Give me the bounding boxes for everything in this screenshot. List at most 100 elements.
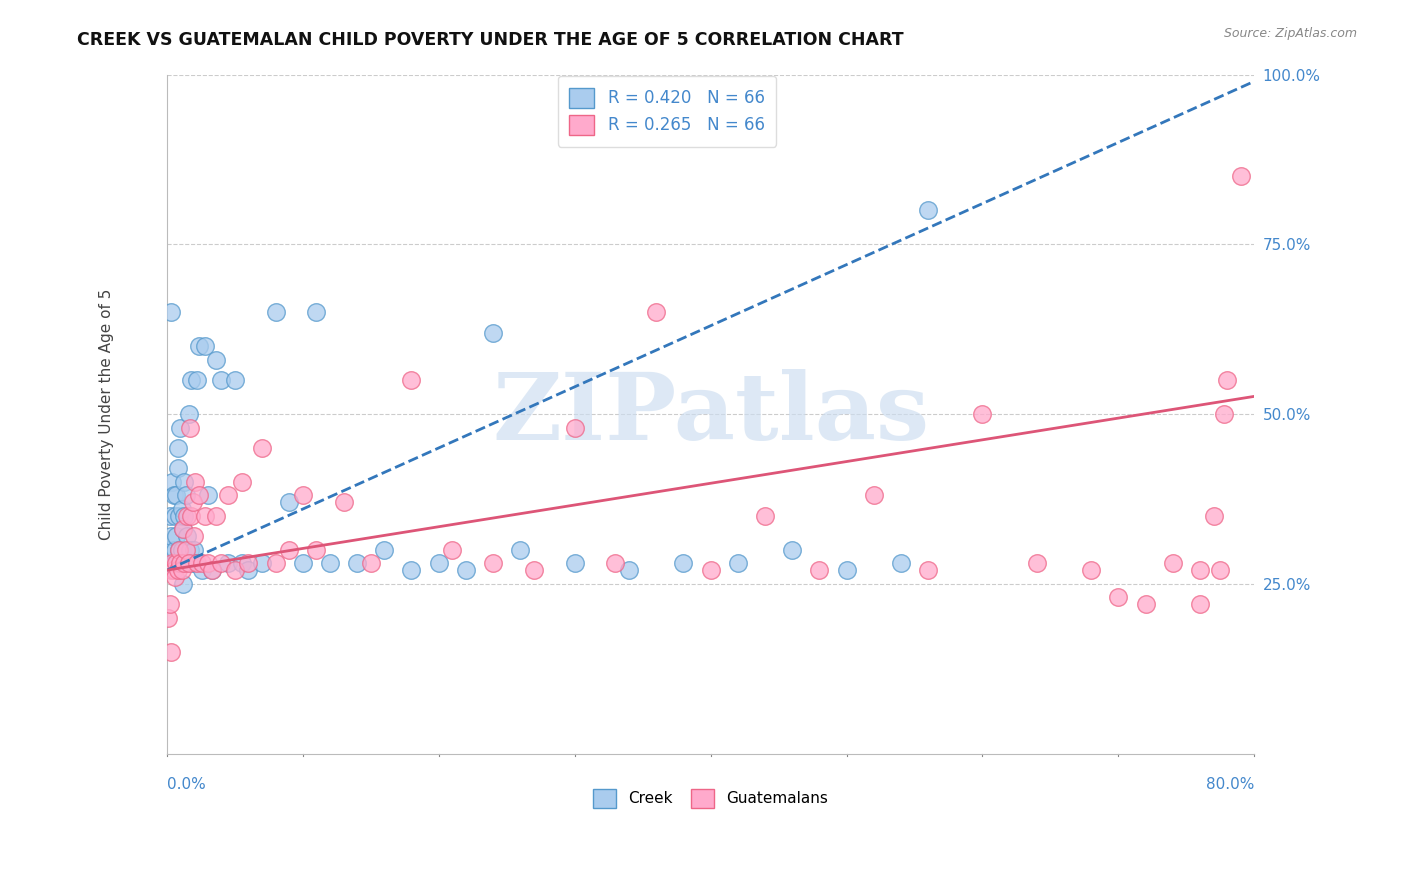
Point xyxy=(180,508,202,523)
Point xyxy=(917,563,939,577)
Point xyxy=(890,557,912,571)
Point xyxy=(173,508,195,523)
Point xyxy=(194,508,217,523)
Text: Child Poverty Under the Age of 5: Child Poverty Under the Age of 5 xyxy=(100,288,114,540)
Point xyxy=(780,542,803,557)
Point xyxy=(699,563,721,577)
Point xyxy=(174,488,197,502)
Point xyxy=(166,563,188,577)
Point xyxy=(1209,563,1232,577)
Point xyxy=(291,488,314,502)
Point xyxy=(179,542,201,557)
Point xyxy=(231,557,253,571)
Point xyxy=(188,339,211,353)
Point xyxy=(169,557,191,571)
Point xyxy=(727,557,749,571)
Point xyxy=(183,529,205,543)
Point xyxy=(1135,597,1157,611)
Point xyxy=(319,557,342,571)
Point xyxy=(441,542,464,557)
Point xyxy=(169,420,191,434)
Point xyxy=(188,488,211,502)
Point xyxy=(204,352,226,367)
Point xyxy=(160,475,183,489)
Point xyxy=(162,563,184,577)
Point xyxy=(186,373,208,387)
Point xyxy=(181,557,204,571)
Point xyxy=(176,529,198,543)
Point xyxy=(917,203,939,218)
Point xyxy=(1213,407,1236,421)
Point xyxy=(250,441,273,455)
Point xyxy=(166,461,188,475)
Point xyxy=(373,542,395,557)
Point xyxy=(862,488,884,502)
Point xyxy=(163,542,186,557)
Point xyxy=(217,557,239,571)
Point xyxy=(177,407,200,421)
Point xyxy=(160,563,183,577)
Point xyxy=(1202,508,1225,523)
Point xyxy=(163,508,186,523)
Point xyxy=(972,407,994,421)
Point xyxy=(167,542,190,557)
Point xyxy=(201,563,224,577)
Point xyxy=(201,563,224,577)
Point xyxy=(209,373,232,387)
Point xyxy=(167,508,190,523)
Point xyxy=(250,557,273,571)
Point xyxy=(191,563,214,577)
Point xyxy=(184,557,207,571)
Point xyxy=(1080,563,1102,577)
Point xyxy=(1161,557,1184,571)
Point xyxy=(160,645,183,659)
Point xyxy=(159,597,181,611)
Point xyxy=(177,557,200,571)
Point xyxy=(617,563,640,577)
Point xyxy=(191,557,214,571)
Point xyxy=(165,557,187,571)
Point xyxy=(157,557,180,571)
Point xyxy=(162,557,184,571)
Point xyxy=(523,563,546,577)
Point xyxy=(217,488,239,502)
Point xyxy=(224,563,246,577)
Point xyxy=(180,373,202,387)
Point xyxy=(174,557,197,571)
Point xyxy=(170,502,193,516)
Text: ZIPatlas: ZIPatlas xyxy=(492,369,929,459)
Point xyxy=(165,529,187,543)
Point xyxy=(172,576,194,591)
Point xyxy=(238,563,260,577)
Point xyxy=(160,529,183,543)
Point xyxy=(1107,591,1129,605)
Point xyxy=(808,563,831,577)
Point xyxy=(181,495,204,509)
Point xyxy=(482,326,505,340)
Point xyxy=(278,542,301,557)
Legend: Creek, Guatemalans: Creek, Guatemalans xyxy=(586,783,834,814)
Point xyxy=(179,420,201,434)
Point xyxy=(672,557,695,571)
Point xyxy=(231,475,253,489)
Point xyxy=(183,542,205,557)
Text: CREEK VS GUATEMALAN CHILD POVERTY UNDER THE AGE OF 5 CORRELATION CHART: CREEK VS GUATEMALAN CHILD POVERTY UNDER … xyxy=(77,31,904,49)
Point xyxy=(278,495,301,509)
Point xyxy=(204,508,226,523)
Point xyxy=(163,570,186,584)
Point xyxy=(170,542,193,557)
Point xyxy=(165,488,187,502)
Point xyxy=(564,420,586,434)
Point xyxy=(224,373,246,387)
Point xyxy=(174,542,197,557)
Point xyxy=(173,475,195,489)
Point xyxy=(167,542,190,557)
Point xyxy=(605,557,627,571)
Point xyxy=(197,557,219,571)
Point xyxy=(1188,563,1211,577)
Point xyxy=(159,542,181,557)
Point xyxy=(1216,373,1239,387)
Point xyxy=(160,305,183,319)
Point xyxy=(160,557,183,571)
Point xyxy=(305,542,328,557)
